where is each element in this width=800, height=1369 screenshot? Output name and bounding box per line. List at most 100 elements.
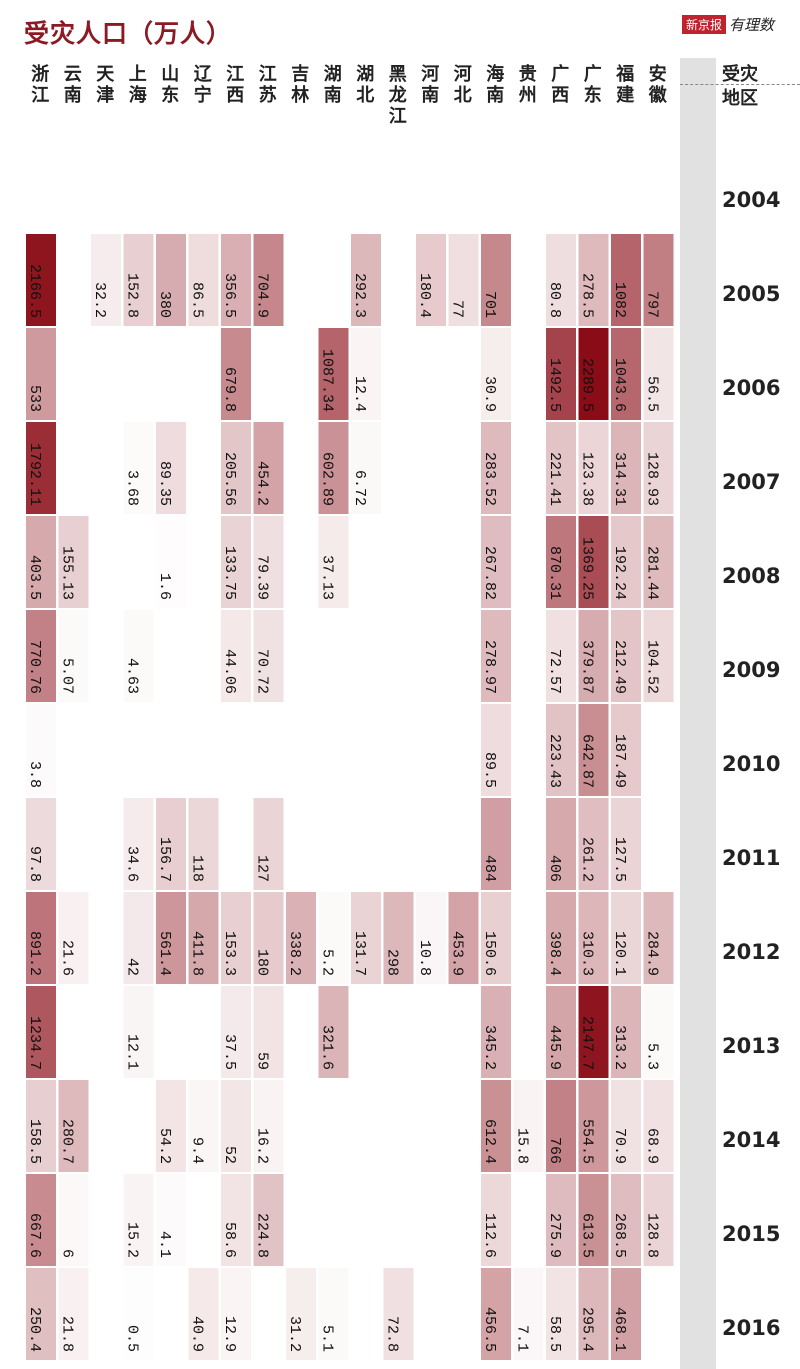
- heatmap-cell: [253, 892, 284, 984]
- heatmap-cell: [643, 1174, 674, 1266]
- heatmap-cell: [416, 234, 446, 326]
- data-label: 602.89: [319, 452, 336, 506]
- data-label: 59: [254, 1052, 271, 1070]
- province-label-char: 南: [421, 84, 439, 106]
- heatmap-cell: [123, 234, 154, 326]
- data-label: 1234.7: [26, 1016, 43, 1070]
- heatmap-cell: [58, 1268, 89, 1360]
- data-label: 1043.6: [611, 358, 628, 412]
- province-header: 上海: [129, 64, 147, 106]
- province-header: 海南: [486, 63, 504, 106]
- heatmap-cell: [253, 986, 284, 1078]
- province-header: 云南: [64, 64, 82, 106]
- heatmap-cell: [611, 798, 641, 890]
- data-label: 6: [59, 1249, 76, 1258]
- heatmap-cell: [221, 234, 251, 326]
- header-separator-band: [680, 58, 716, 1369]
- heatmap-cell: [188, 892, 219, 984]
- data-label: 2166.5: [26, 264, 43, 318]
- data-label: 701: [481, 291, 498, 318]
- heatmap-cell: [513, 1080, 544, 1172]
- data-label: 127: [254, 855, 271, 882]
- data-label: 310.3: [579, 931, 596, 976]
- heatmap-cell: [351, 892, 381, 984]
- heatmap-cell: [26, 1268, 56, 1360]
- province-header: 辽宁: [194, 64, 213, 106]
- heatmap-cell: [58, 1080, 89, 1172]
- heatmap-cell: [611, 422, 641, 514]
- heatmap-cell: [318, 892, 349, 984]
- chart-title: 受灾人口（万人）: [24, 19, 233, 48]
- data-label: 158.5: [26, 1119, 43, 1164]
- data-label: 1369.25: [579, 537, 596, 600]
- heatmap-cell: [643, 986, 674, 1078]
- heatmap-cell: [253, 798, 284, 890]
- heatmap-cell: [351, 234, 381, 326]
- heatmap-cell: [253, 1080, 284, 1172]
- brand-logo-box: 新京报: [682, 14, 727, 34]
- data-label: 192.24: [611, 546, 628, 600]
- heatmap-cell: [643, 328, 674, 420]
- data-label: 131.7: [351, 931, 368, 976]
- brand-logo-text: 有理数: [729, 15, 775, 34]
- heatmap-cell: [481, 422, 511, 514]
- heatmap-cell: [286, 1268, 316, 1360]
- data-label: 338.2: [286, 931, 303, 976]
- province-label-char: 东: [584, 84, 602, 106]
- heatmap-cell: [481, 1080, 511, 1172]
- heatmap-cell: [26, 328, 56, 420]
- heatmap-cell: [351, 328, 381, 420]
- province-label-char: 南: [486, 84, 504, 106]
- data-label: 15.8: [514, 1128, 531, 1164]
- data-label: 118: [189, 855, 206, 882]
- heatmap-cell: [156, 798, 186, 890]
- data-label: 250.4: [26, 1307, 43, 1352]
- data-label: 453.9: [449, 931, 466, 976]
- heatmap-cell: [481, 1268, 511, 1360]
- data-label: 445.9: [546, 1025, 563, 1070]
- data-label: 72.8: [384, 1316, 401, 1352]
- heatmap-cell: [58, 610, 89, 702]
- province-header: 山东: [161, 64, 179, 106]
- data-label: 112.6: [481, 1213, 498, 1258]
- province-label-char: 北: [454, 85, 472, 106]
- data-label: 120.1: [611, 931, 628, 976]
- heatmap-cell: [221, 892, 251, 984]
- data-label: 267.82: [481, 546, 498, 600]
- data-label: 281.44: [644, 546, 661, 600]
- data-label: 58.6: [221, 1222, 238, 1258]
- data-label: 155.13: [59, 546, 76, 600]
- heatmap-cell: [546, 610, 576, 702]
- province-label-char: 河: [454, 64, 472, 85]
- province-label-char: 海: [129, 84, 147, 106]
- year-label: 2011: [722, 846, 780, 870]
- heatmap-cell: [351, 422, 381, 514]
- data-label: 284.9: [644, 931, 661, 976]
- year-label: 2014: [722, 1128, 780, 1152]
- province-header: 广西: [551, 63, 569, 106]
- data-label: 454.2: [254, 461, 271, 506]
- data-label: 128.93: [644, 452, 661, 506]
- heatmap-cell: [481, 986, 511, 1078]
- data-label: 275.9: [546, 1213, 563, 1258]
- province-label-char: 州: [518, 85, 537, 106]
- heatmap-cell: [643, 610, 674, 702]
- corner-label: 地区: [722, 87, 758, 109]
- data-label: 679.8: [221, 367, 238, 412]
- data-label: 12.9: [221, 1316, 238, 1352]
- data-label: 89.5: [481, 752, 498, 788]
- heatmap-cell: [578, 610, 609, 702]
- province-label-char: 湖: [356, 64, 374, 85]
- data-label: 6.72: [351, 470, 368, 506]
- heatmap-cell: [221, 1080, 251, 1172]
- data-label: 2147.7: [579, 1016, 596, 1070]
- heatmap-cell: [546, 892, 576, 984]
- heatmap-cell: [26, 234, 56, 326]
- province-header: 黑龙江: [389, 64, 407, 127]
- data-label: 80.8: [546, 282, 563, 318]
- province-label-char: 浙: [31, 63, 49, 85]
- heatmap-cell: [578, 798, 609, 890]
- heatmap-cell: [546, 422, 576, 514]
- data-label: 156.7: [156, 837, 173, 882]
- heatmap-cell: [156, 516, 186, 608]
